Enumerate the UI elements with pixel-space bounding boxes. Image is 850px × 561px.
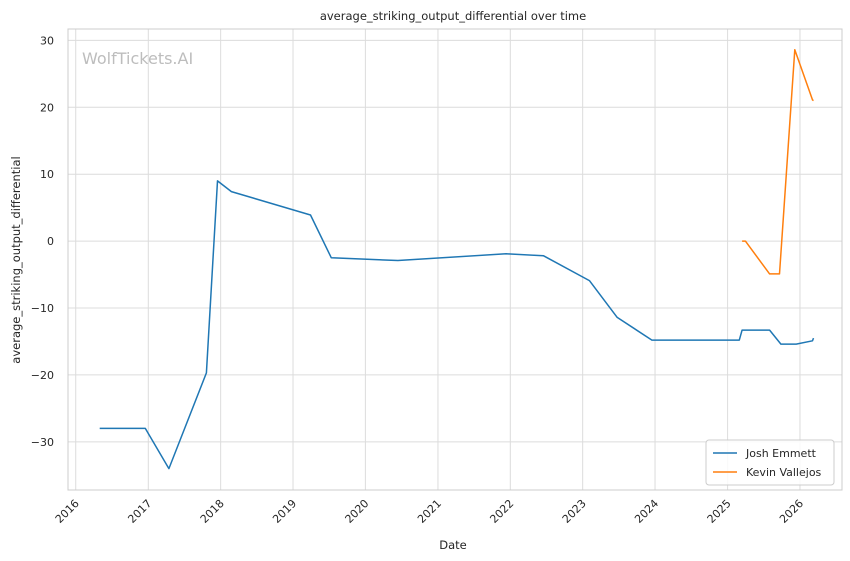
y-tick-label: 0	[47, 235, 54, 248]
x-tick-label: 2016	[53, 497, 82, 526]
grid	[68, 29, 842, 490]
x-axis-ticks: 2016 2017 2018 2019 2020 2021 2022 2023 2024 2025…	[53, 497, 806, 526]
x-tick-label: 2025	[705, 497, 734, 526]
y-tick-label: −30	[31, 436, 54, 449]
series-lines	[99, 48, 815, 470]
legend: Josh Emmett Kevin Vallejos	[705, 439, 835, 486]
x-axis-label: Date	[439, 538, 467, 552]
x-tick-label: 2019	[270, 497, 299, 526]
y-tick-label: −20	[31, 369, 54, 382]
chart-title: average_striking_output_differential ove…	[320, 9, 586, 23]
x-tick-label: 2021	[415, 497, 444, 526]
y-axis-ticks: 30 20 10 0 −10 −20 −30	[31, 34, 54, 448]
x-tick-label: 2017	[125, 497, 154, 526]
x-tick-label: 2022	[487, 497, 516, 526]
series-line-kevin-vallejos	[742, 48, 814, 275]
x-tick-label: 2026	[777, 497, 806, 526]
plot-frame	[67, 28, 843, 491]
series-line-josh-emmett	[99, 180, 815, 470]
y-tick-label: −10	[31, 302, 54, 315]
x-tick-label: 2024	[632, 497, 661, 526]
legend-label-josh-emmett: Josh Emmett	[745, 447, 817, 460]
y-axis-label: average_striking_output_differential	[9, 156, 23, 363]
legend-frame	[705, 439, 835, 486]
legend-label-kevin-vallejos: Kevin Vallejos	[746, 466, 822, 479]
x-tick-label: 2023	[560, 497, 589, 526]
y-tick-label: 10	[40, 168, 54, 181]
x-tick-label: 2020	[343, 497, 372, 526]
y-tick-label: 20	[40, 101, 54, 114]
y-tick-label: 30	[40, 34, 54, 47]
watermark: WolfTickets.AI	[82, 49, 193, 68]
x-tick-label: 2018	[198, 497, 227, 526]
